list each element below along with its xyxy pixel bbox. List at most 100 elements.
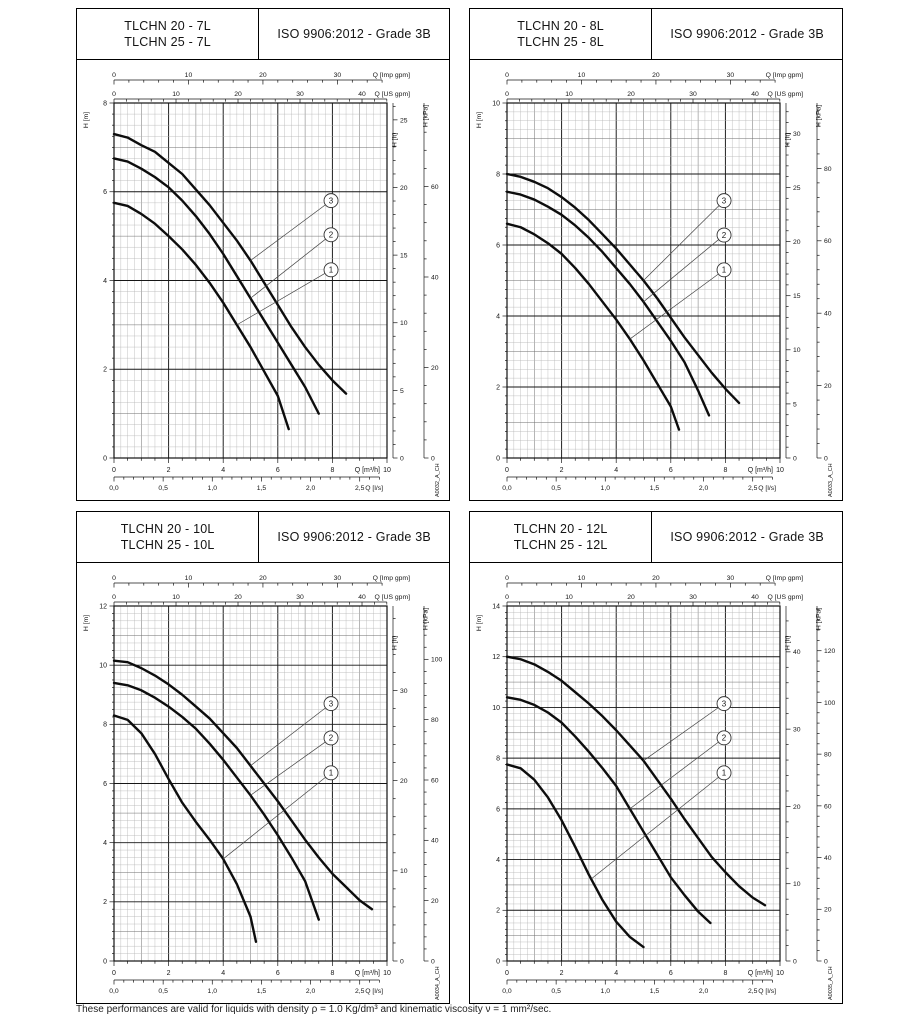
curve-3 xyxy=(112,132,348,395)
axis-q-imp-gpm: 0 10 20 30 Q [Imp gpm] xyxy=(505,575,803,588)
svg-text:20: 20 xyxy=(793,239,801,246)
curve-1 xyxy=(112,201,290,431)
svg-text:0: 0 xyxy=(431,958,435,965)
svg-text:4: 4 xyxy=(103,840,107,847)
svg-text:4: 4 xyxy=(614,970,618,977)
svg-text:0: 0 xyxy=(505,72,509,79)
svg-text:30: 30 xyxy=(296,594,304,601)
curve-2 xyxy=(505,190,711,417)
svg-text:40: 40 xyxy=(358,594,366,601)
axis-q-imp-gpm: 0 10 20 30 Q [Imp gpm] xyxy=(505,72,803,85)
svg-text:Q [US gpm]: Q [US gpm] xyxy=(767,594,803,601)
svg-text:H [ft]: H [ft] xyxy=(392,133,399,147)
svg-text:0: 0 xyxy=(112,575,116,582)
svg-text:8: 8 xyxy=(496,756,500,763)
model-name: TLCHN 20 - 8L xyxy=(517,18,604,33)
svg-text:1: 1 xyxy=(329,266,334,275)
svg-text:10: 10 xyxy=(793,881,801,888)
model-name: TLCHN 20 - 12L xyxy=(513,521,608,536)
svg-text:10: 10 xyxy=(185,72,193,79)
svg-text:25: 25 xyxy=(793,185,801,192)
svg-text:3: 3 xyxy=(329,699,334,708)
svg-text:0: 0 xyxy=(103,455,107,462)
curve-callouts: 3 2 1 xyxy=(629,193,732,340)
iso-standard-label: ISO 9906:2012 - Grade 3B xyxy=(277,27,431,41)
svg-text:0: 0 xyxy=(505,594,509,601)
curve-callouts: 3 2 1 xyxy=(222,696,339,860)
pump-chart-A0035_A_CH: TLCHN 20 - 12L TLCHN 25 - 12L ISO 9906:201… xyxy=(469,511,843,1004)
svg-text:60: 60 xyxy=(824,803,832,810)
curve-callouts: 3 2 1 xyxy=(591,696,732,879)
svg-text:H [kPa]: H [kPa] xyxy=(816,608,823,630)
axis-h-kpa: 0 20 40 60 80 100 120 H [kPa] xyxy=(816,606,836,965)
svg-text:H [kPa]: H [kPa] xyxy=(423,608,430,630)
svg-text:4: 4 xyxy=(614,467,618,474)
model-name: TLCHN 25 - 10L xyxy=(120,538,215,552)
svg-text:6: 6 xyxy=(276,970,280,977)
pump-chart-A0034_A_CH: TLCHN 20 - 10L TLCHN 25 - 10L ISO 9906:201… xyxy=(76,511,450,1004)
svg-text:4: 4 xyxy=(496,857,500,864)
svg-text:40: 40 xyxy=(824,855,832,862)
svg-text:80: 80 xyxy=(824,166,832,173)
curve-label-circle xyxy=(716,730,732,746)
svg-text:20: 20 xyxy=(431,365,439,372)
svg-text:6: 6 xyxy=(496,806,500,813)
svg-text:8: 8 xyxy=(103,100,107,107)
svg-text:H [kPa]: H [kPa] xyxy=(816,105,823,127)
svg-text:8: 8 xyxy=(723,970,727,977)
curves xyxy=(505,172,741,431)
svg-text:0,5: 0,5 xyxy=(158,485,168,492)
svg-text:20: 20 xyxy=(793,804,801,811)
svg-text:10: 10 xyxy=(578,575,586,582)
svg-text:4: 4 xyxy=(496,313,500,320)
axis-h-kpa: 0 20 40 60 80 H [kPa] xyxy=(816,103,832,462)
svg-text:6: 6 xyxy=(276,467,280,474)
iso-standard-label: ISO 9906:2012 - Grade 3B xyxy=(670,27,824,41)
svg-text:20: 20 xyxy=(234,91,242,98)
svg-text:20: 20 xyxy=(627,91,635,98)
svg-text:Q [US gpm]: Q [US gpm] xyxy=(374,594,410,601)
curve-label-circle xyxy=(716,262,732,278)
axis-h-m: 0 2 4 6 8 10 12 H [m] xyxy=(83,603,114,965)
svg-text:2: 2 xyxy=(329,231,334,240)
svg-text:20: 20 xyxy=(259,72,267,79)
svg-text:0: 0 xyxy=(793,455,797,462)
svg-text:0: 0 xyxy=(112,91,116,98)
chart-header: TLCHN 20 - 12L TLCHN 25 - 12L ISO 9906:201… xyxy=(470,512,842,563)
svg-text:80: 80 xyxy=(431,717,439,724)
svg-text:10: 10 xyxy=(578,72,586,79)
svg-text:10: 10 xyxy=(492,705,500,712)
svg-text:H [m]: H [m] xyxy=(83,112,90,128)
svg-text:10: 10 xyxy=(565,91,573,98)
svg-text:H [ft]: H [ft] xyxy=(392,636,399,650)
svg-text:2: 2 xyxy=(722,734,727,743)
svg-text:40: 40 xyxy=(358,91,366,98)
svg-text:10: 10 xyxy=(185,575,193,582)
curve-3 xyxy=(505,172,741,405)
axis-h-m: 0 2 4 6 8 H [m] xyxy=(83,100,114,462)
svg-text:30: 30 xyxy=(334,72,342,79)
svg-text:0,0: 0,0 xyxy=(109,988,119,995)
curve-3 xyxy=(112,659,374,911)
axis-q-ls: 0,0 0,5 1,0 1,5 2,0 2,5 Q [l/s] xyxy=(109,476,383,492)
svg-text:2,5: 2,5 xyxy=(355,485,365,492)
curves xyxy=(505,655,767,949)
axis-q-ls: 0,0 0,5 1,0 1,5 2,0 2,5 Q [l/s] xyxy=(502,476,776,492)
svg-text:2: 2 xyxy=(496,908,500,915)
svg-text:0,0: 0,0 xyxy=(502,485,512,492)
svg-text:2: 2 xyxy=(496,384,500,391)
svg-text:Q [Imp gpm]: Q [Imp gpm] xyxy=(373,72,411,79)
svg-text:0: 0 xyxy=(400,455,404,462)
axis-q-us-gpm: 0 10 20 30 40 Q [US gpm] xyxy=(505,594,803,607)
curve-2 xyxy=(112,157,320,415)
svg-text:H [m]: H [m] xyxy=(476,112,483,128)
axis-q-ls: 0,0 0,5 1,0 1,5 2,0 2,5 Q [l/s] xyxy=(109,979,383,995)
axis-h-m: 0 2 4 6 8 10 12 14 H [m] xyxy=(476,603,507,965)
chart-models: TLCHN 20 - 7L TLCHN 25 - 7L xyxy=(77,9,260,59)
curve-label-circle xyxy=(323,193,339,209)
svg-text:20: 20 xyxy=(824,383,832,390)
axis-q-m3h: 0 2 4 6 8 10Q [m³/h] xyxy=(112,961,391,977)
